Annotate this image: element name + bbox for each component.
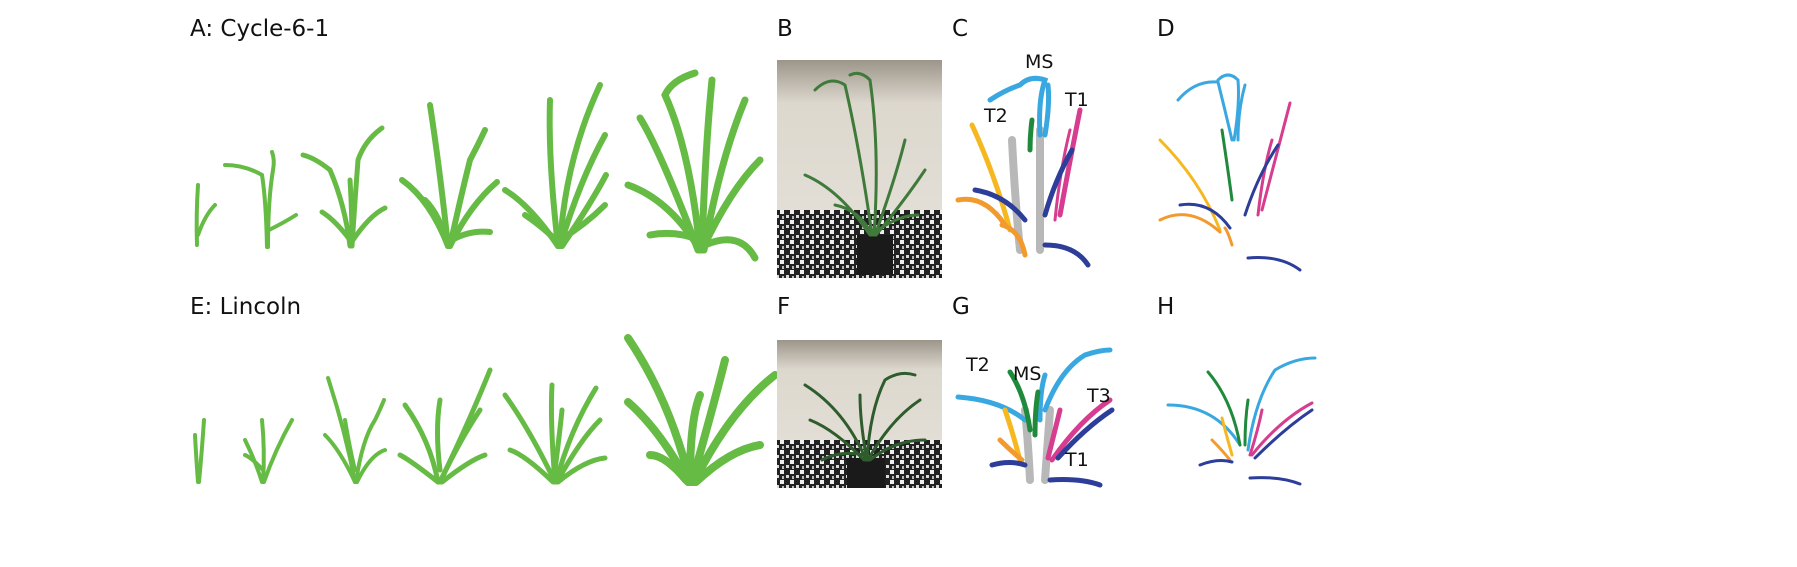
plant-stage-2-bottom [243,418,294,484]
plant-stage-4 [399,102,500,249]
photo-panel-f [777,340,942,488]
skeleton-panel-h [1166,356,1317,486]
stem-label-t2-c: T2 [983,105,1008,127]
plant-pot [857,235,893,275]
stem-label-t2-g: T2 [965,354,990,376]
panel-label-a: A: Cycle-6-1 [190,16,330,42]
skeleton-panel-d [1158,73,1302,272]
stem-label-t3-g: T3 [1086,385,1111,407]
plant-stage-6-bottom [624,334,779,486]
panel-label-c: C [952,16,969,42]
plant-stage-3-bottom [323,376,387,484]
stem-label-ms-g: MS [1013,363,1041,385]
plant-pot-bottom [847,458,885,488]
panel-label-f: F [777,294,791,320]
colored-panel-c [955,75,1091,268]
panel-label-d: D [1157,16,1175,42]
panel-label-g: G [952,294,970,320]
growth-series-top [194,69,764,262]
panel-label-h: H [1157,294,1175,320]
colored-panel-g [955,347,1115,488]
stem-label-t1-c: T1 [1064,89,1089,111]
plant-stage-5-bottom [502,382,608,485]
panel-label-b: B [777,16,793,42]
plant-stage-4-bottom [397,367,493,485]
plant-stage-1 [194,183,217,247]
stem-label-t1-g: T1 [1064,449,1089,471]
growth-series-bottom [193,334,779,486]
stem-label-ms-c: MS [1025,51,1053,73]
plant-stage-2 [223,150,298,249]
plant-stage-1-bottom [193,418,206,484]
panel-label-e: E: Lincoln [190,294,302,320]
plant-stage-3 [300,125,388,249]
photo-panel-b [777,60,942,278]
plant-stage-6 [624,69,764,262]
plant-stage-5 [502,82,609,249]
